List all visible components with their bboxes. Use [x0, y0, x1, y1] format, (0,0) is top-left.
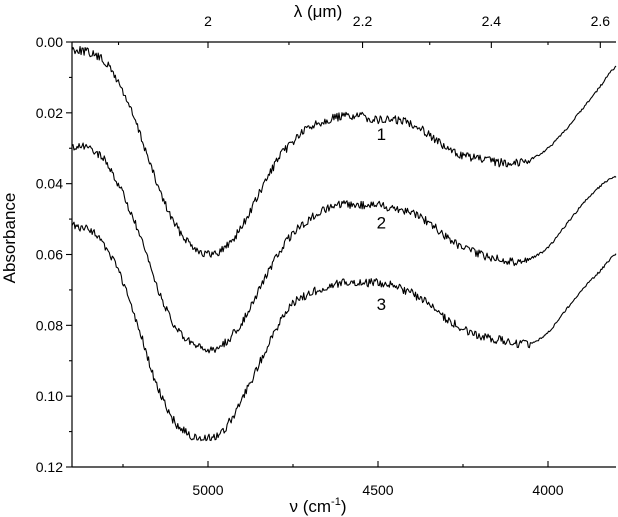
bottom-axis-title-end: ): [341, 497, 347, 516]
y-tick-label: 0.02: [36, 105, 63, 121]
curve-label-2: 2: [377, 214, 386, 233]
bottom-axis-title-sup: -1: [331, 496, 341, 508]
top-axis-title: λ (μm): [294, 2, 343, 21]
x-bottom-tick-label: 5000: [192, 482, 223, 498]
x-bottom-tick-label: 4500: [362, 482, 393, 498]
series-3-line: [71, 221, 617, 442]
y-tick-label: 0.10: [36, 388, 63, 404]
x-top-tick-label: 2.6: [591, 13, 611, 29]
curve-label-3: 3: [377, 295, 386, 314]
y-tick-label: 0.12: [36, 459, 63, 475]
y-axis-title: Absorbance: [0, 193, 19, 284]
bottom-axis-title-main: ν (cm: [290, 497, 332, 516]
series-1-line: [71, 45, 617, 258]
x-top-tick-label: 2.2: [353, 13, 373, 29]
x-bottom-tick-label: 4000: [532, 482, 563, 498]
y-tick-label: 0.04: [36, 176, 63, 192]
x-top-tick-label: 2: [204, 13, 212, 29]
y-tick-label: 0.08: [36, 317, 63, 333]
y-tick-label: 0.00: [36, 34, 63, 50]
labels: Absorbance λ (μm) ν (cm-1): [0, 2, 347, 516]
x-top-tick-label: 2.4: [482, 13, 502, 29]
axis-ticks: 0.00 0.02 0.04 0.06 0.08 0.10 0.12 5000 4500 4000…: [36, 13, 610, 498]
y-tick-label: 0.06: [36, 247, 63, 263]
bottom-axis-title: ν (cm-1): [290, 496, 347, 516]
axes: [71, 41, 616, 468]
series-group: 1 2 3: [71, 45, 617, 442]
curve-label-1: 1: [377, 125, 386, 144]
series-2-line: [71, 142, 617, 354]
